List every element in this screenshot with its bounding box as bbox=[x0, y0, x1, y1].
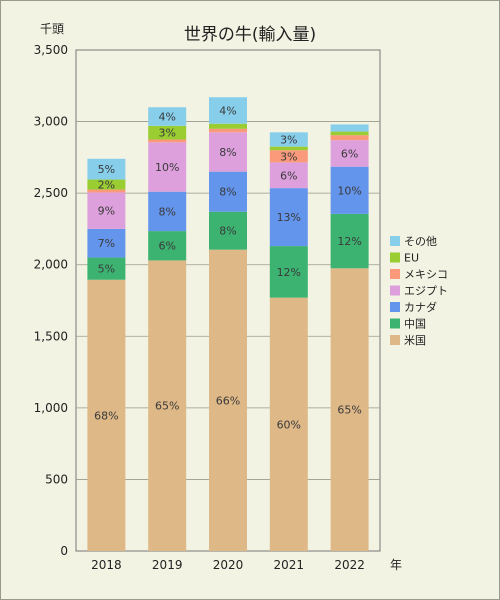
data-label: 6% bbox=[341, 147, 358, 160]
y-tick-label: 1,000 bbox=[34, 401, 68, 415]
bar-segment bbox=[330, 140, 369, 167]
legend-swatch bbox=[390, 318, 400, 329]
bar-segment bbox=[330, 213, 369, 269]
data-label: 68% bbox=[94, 409, 118, 422]
bar-segment bbox=[269, 188, 308, 247]
legend-swatch bbox=[390, 252, 400, 263]
data-label: 3% bbox=[280, 150, 297, 163]
bar-segment bbox=[148, 191, 187, 232]
bar-segment bbox=[330, 131, 369, 136]
bar-segment bbox=[148, 107, 187, 126]
bar-segment bbox=[148, 231, 187, 261]
bar-segment bbox=[269, 162, 308, 189]
x-tick-label: 2020 bbox=[213, 558, 244, 572]
legend-label: 中国 bbox=[404, 318, 426, 331]
bar-segment bbox=[330, 135, 369, 141]
bar-segment bbox=[209, 97, 247, 124]
bar-segment bbox=[148, 125, 187, 140]
data-label: 6% bbox=[280, 169, 297, 182]
data-label: 10% bbox=[337, 184, 361, 197]
data-label: 3% bbox=[158, 127, 175, 140]
data-label: 3% bbox=[280, 133, 297, 146]
x-axis-unit-label: 年 bbox=[390, 558, 402, 572]
bar-segment bbox=[148, 139, 187, 143]
bar-segment bbox=[87, 179, 126, 190]
data-label: 7% bbox=[98, 237, 115, 250]
bar-segment bbox=[209, 249, 247, 552]
data-label: 4% bbox=[219, 104, 236, 117]
bar-segment bbox=[209, 128, 247, 133]
bar-segment bbox=[209, 211, 247, 250]
bar-segment bbox=[209, 171, 247, 212]
bar-segment bbox=[330, 268, 369, 551]
x-tick-label: 2022 bbox=[334, 558, 365, 572]
data-label: 8% bbox=[158, 205, 175, 218]
x-tick-label: 2021 bbox=[274, 558, 305, 572]
bar-segment bbox=[148, 260, 187, 551]
bar-segment bbox=[330, 124, 369, 132]
data-label: 12% bbox=[277, 266, 301, 279]
bar-segment bbox=[87, 228, 126, 258]
y-tick-label: 3,500 bbox=[34, 43, 68, 57]
data-label: 10% bbox=[155, 161, 179, 174]
bar-segment bbox=[209, 132, 247, 172]
data-label: 60% bbox=[277, 418, 301, 431]
data-label: 2% bbox=[98, 179, 115, 192]
data-label: 5% bbox=[98, 163, 115, 176]
bar-segment bbox=[87, 189, 126, 193]
legend-label: エジプト bbox=[404, 285, 448, 298]
bar-segment bbox=[87, 279, 126, 551]
legend-label: 米国 bbox=[404, 334, 426, 347]
bar-segment bbox=[87, 257, 126, 280]
y-tick-label: 3,000 bbox=[34, 115, 68, 129]
bar-segment bbox=[269, 146, 308, 151]
legend-swatch bbox=[390, 236, 400, 246]
bar-segment bbox=[269, 150, 308, 163]
y-tick-label: 500 bbox=[45, 472, 68, 486]
data-label: 5% bbox=[98, 263, 115, 276]
legend-swatch bbox=[390, 269, 400, 279]
data-label: 8% bbox=[219, 186, 236, 199]
data-label: 65% bbox=[155, 400, 179, 413]
chart-title: 世界の牛(輸入量) bbox=[183, 25, 317, 45]
data-label: 13% bbox=[277, 211, 301, 224]
data-label: 8% bbox=[219, 146, 236, 159]
data-label: 65% bbox=[337, 404, 361, 417]
bar-segment bbox=[148, 142, 187, 192]
legend-label: EU bbox=[404, 252, 419, 265]
data-label: 9% bbox=[98, 205, 115, 218]
data-label: 4% bbox=[158, 111, 175, 124]
x-tick-label: 2019 bbox=[152, 558, 183, 572]
legend-label: カナダ bbox=[404, 300, 437, 314]
y-tick-label: 2,500 bbox=[34, 186, 68, 200]
bar-segment bbox=[87, 192, 126, 229]
data-label: 6% bbox=[158, 240, 175, 253]
bar-segment bbox=[330, 166, 369, 214]
bar-segment bbox=[269, 132, 308, 147]
legend-label: メキシコ bbox=[404, 268, 448, 281]
data-label: 66% bbox=[216, 394, 240, 407]
bar-segment bbox=[209, 123, 247, 129]
data-label: 12% bbox=[337, 235, 361, 248]
bar-segment bbox=[269, 297, 308, 551]
y-axis-unit-label: 千頭 bbox=[40, 22, 65, 36]
legend-label: その他 bbox=[404, 235, 437, 248]
y-tick-label: 1,500 bbox=[34, 329, 68, 343]
x-tick-label: 2018 bbox=[91, 558, 122, 572]
bar-segment bbox=[269, 246, 308, 298]
bar-segment bbox=[87, 158, 126, 180]
legend-swatch bbox=[390, 335, 400, 345]
legend-swatch bbox=[390, 302, 400, 312]
data-label: 8% bbox=[219, 225, 236, 238]
legend-swatch bbox=[390, 285, 400, 296]
y-tick-label: 0 bbox=[60, 544, 68, 558]
y-tick-label: 2,000 bbox=[34, 258, 68, 272]
